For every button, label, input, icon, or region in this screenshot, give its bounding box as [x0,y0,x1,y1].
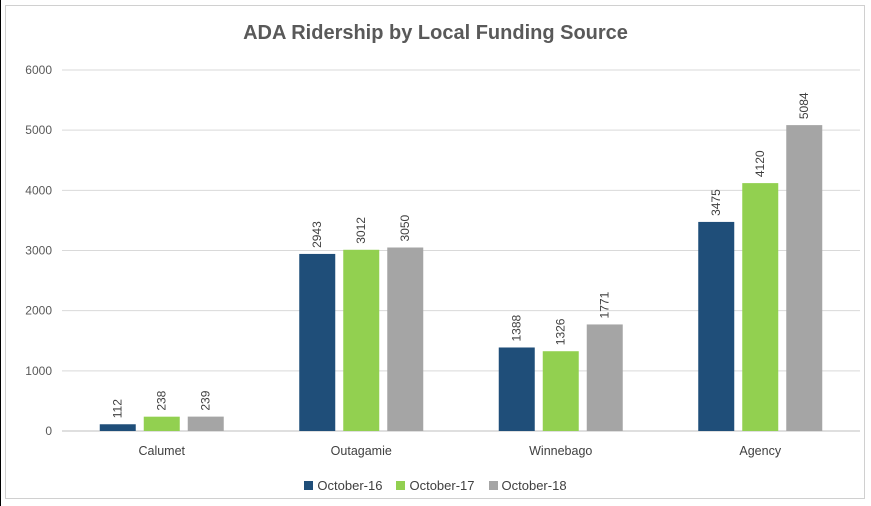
bar [542,351,579,431]
data-label: 5084 [797,92,811,119]
x-tick-label: Agency [739,444,781,458]
x-tick-label: Outagamie [331,444,392,458]
bar [786,125,823,431]
data-label: 3050 [398,214,412,241]
data-label: 1388 [510,314,524,341]
data-label: 1771 [598,291,612,318]
data-label: 239 [199,390,213,410]
x-tick-label: Winnebago [529,444,592,458]
legend-swatch-october-16 [304,481,314,490]
legend-item-october-16: October-16 [304,478,382,493]
data-label: 3012 [354,217,368,244]
bar [742,183,779,431]
y-tick-label: 2000 [25,304,52,318]
bar [143,416,180,431]
legend-item-october-17: October-17 [396,478,475,493]
y-tick-label: 1000 [25,364,52,378]
data-label: 112 [111,399,125,418]
x-tick-label: Calumet [138,444,185,458]
bar [498,347,535,431]
data-label: 2943 [310,221,324,248]
left-edge-line [0,0,1,506]
chart-title: ADA Ridership by Local Funding Source [243,22,628,44]
y-tick-label: 4000 [25,183,52,197]
y-tick-label: 6000 [25,63,52,77]
bar [387,247,424,431]
y-tick-label: 5000 [25,123,52,137]
legend-item-october-18: October-18 [488,478,567,493]
legend-swatch-october-17 [396,481,406,490]
bar [299,253,336,431]
bar [698,221,735,431]
legend-label-october-16: October-16 [317,478,383,493]
y-tick-label: 3000 [25,244,52,258]
data-label: 1326 [554,318,568,345]
data-label: 238 [155,390,169,410]
bar [343,249,380,431]
bar [187,416,224,431]
legend-label-october-17: October-17 [409,478,475,493]
bar [586,324,623,431]
data-label: 3475 [709,189,723,216]
legend-label-october-18: October-18 [501,478,567,493]
legend: October-16 October-17 October-18 [0,478,871,493]
bar [99,424,136,431]
legend-swatch-october-18 [488,481,498,490]
data-label: 4120 [753,150,767,177]
y-tick-label: 0 [45,424,52,438]
